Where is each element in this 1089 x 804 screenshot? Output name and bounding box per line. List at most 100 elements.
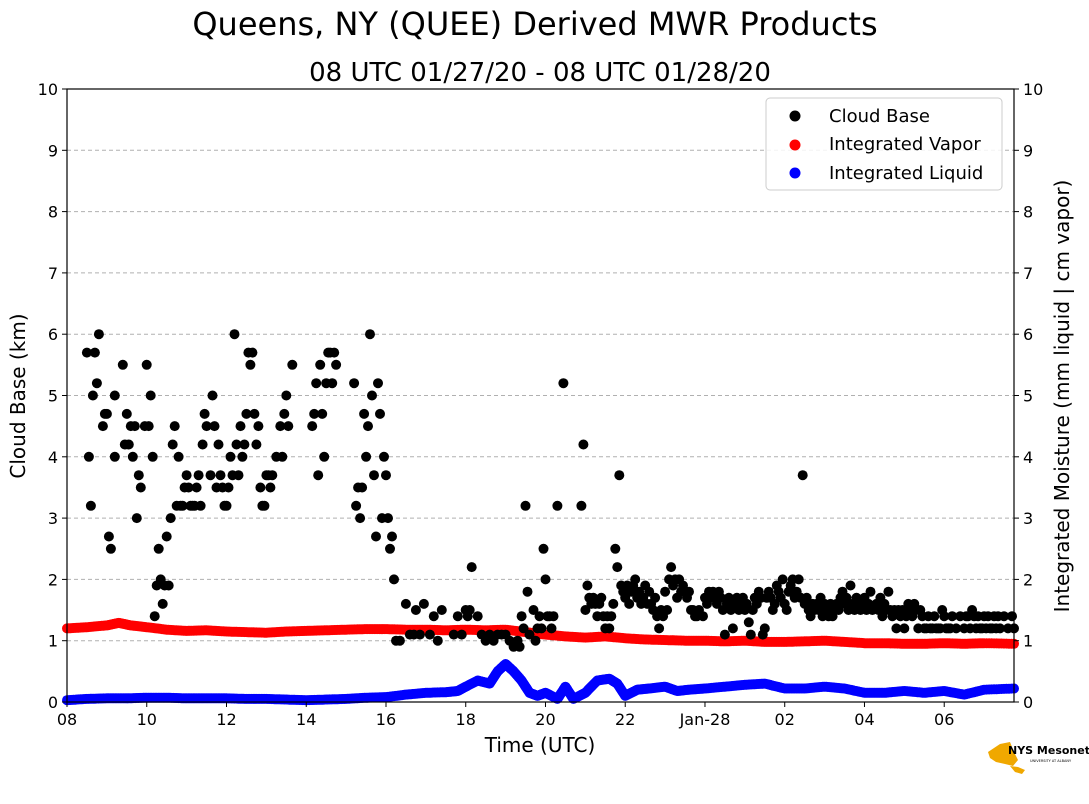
data-point	[448, 629, 459, 640]
y2-tick-label: 7	[1023, 264, 1033, 283]
data-point	[89, 347, 100, 358]
data-point	[528, 605, 539, 615]
data-point	[452, 611, 463, 622]
data-point	[129, 421, 140, 432]
data-point	[277, 451, 288, 462]
data-point	[414, 629, 425, 640]
data-point	[745, 629, 756, 640]
data-point	[367, 390, 377, 401]
data-point	[117, 359, 128, 370]
data-point	[522, 586, 533, 597]
data-point	[883, 586, 894, 597]
data-point	[369, 470, 379, 481]
series-integrated-vapor	[62, 617, 1019, 649]
data-point	[456, 629, 467, 640]
data-point	[596, 592, 607, 603]
data-point	[191, 482, 202, 493]
data-point	[279, 408, 290, 419]
nys-mesonet-logo: NYS Mesonet UNIVERSITY AT ALBANY	[988, 742, 1089, 774]
data-point	[684, 586, 694, 597]
data-point	[436, 605, 447, 615]
x-tick-label: 08	[57, 710, 77, 729]
data-point	[610, 543, 621, 554]
data-point	[177, 500, 188, 511]
data-point	[207, 390, 218, 401]
data-point	[259, 500, 270, 511]
data-point	[400, 598, 411, 609]
data-point	[797, 470, 808, 481]
x-axis-label: Time (UTC)	[484, 733, 596, 757]
chart-title: Queens, NY (QUEE) Derived MWR Products	[192, 5, 877, 43]
y2-tick-label: 10	[1023, 80, 1043, 99]
data-point	[249, 408, 260, 419]
data-point	[365, 329, 375, 340]
data-point	[233, 470, 244, 481]
data-point	[715, 592, 726, 603]
data-point	[183, 482, 194, 493]
data-point	[424, 629, 435, 640]
y-axis-ticks: 0 1 2 3 4 5 6 7 8 9 10	[38, 80, 67, 712]
data-point	[530, 635, 541, 646]
y2-tick-label: 4	[1023, 448, 1033, 467]
data-point	[315, 359, 326, 370]
data-point	[101, 408, 112, 419]
legend-label-integrated-liquid: Integrated Liquid	[829, 163, 983, 184]
x-axis-ticks: 08 10 12 14 16 18 20 22 Jan-28 02 04 06	[57, 702, 954, 729]
data-point	[251, 439, 262, 450]
data-point	[891, 623, 902, 634]
data-point	[153, 543, 164, 554]
x-tick-label: 10	[137, 710, 157, 729]
data-point	[83, 451, 94, 462]
data-point	[387, 531, 397, 542]
data-point	[163, 580, 174, 591]
data-point	[381, 470, 391, 481]
data-point	[253, 421, 264, 432]
data-point	[221, 500, 232, 511]
data-point	[654, 623, 665, 634]
data-point	[428, 611, 439, 622]
data-point	[123, 439, 134, 450]
data-point	[131, 513, 142, 524]
data-point	[418, 598, 429, 609]
data-point	[698, 611, 708, 622]
data-point	[109, 390, 120, 401]
data-point	[375, 408, 385, 419]
y2-tick-label: 9	[1023, 141, 1033, 160]
data-point	[516, 611, 527, 622]
data-point	[841, 592, 852, 603]
data-point	[239, 439, 250, 450]
series-integrated-liquid	[62, 659, 1019, 706]
y2-axis-label: Integrated Moisture (mm liquid | cm vapo…	[1050, 180, 1074, 613]
y2-tick-label: 1	[1023, 632, 1033, 651]
data-point	[650, 592, 661, 603]
data-point	[741, 598, 752, 609]
data-point	[329, 347, 340, 358]
y-tick-label: 8	[48, 203, 58, 222]
data-point	[213, 439, 224, 450]
data-point	[359, 408, 370, 419]
data-point	[524, 629, 535, 640]
data-point	[327, 378, 338, 389]
data-point	[85, 500, 96, 511]
data-point	[614, 470, 625, 481]
x-tick-label: Jan-28	[679, 710, 731, 729]
data-point	[245, 359, 256, 370]
data-point	[604, 623, 615, 634]
data-point	[241, 408, 252, 419]
data-point	[466, 562, 477, 573]
data-point	[265, 482, 276, 493]
x-tick-label: 16	[376, 710, 396, 729]
legend-label-cloud-base: Cloud Base	[829, 106, 930, 127]
y2-tick-label: 3	[1023, 509, 1033, 528]
data-point	[576, 500, 587, 511]
data-point	[947, 611, 958, 622]
data-point	[105, 543, 116, 554]
data-point	[464, 605, 475, 615]
data-point	[143, 421, 154, 432]
data-point	[929, 611, 940, 622]
data-point	[193, 470, 204, 481]
data-point	[167, 439, 178, 450]
data-point	[899, 623, 910, 634]
data-point	[552, 500, 563, 511]
